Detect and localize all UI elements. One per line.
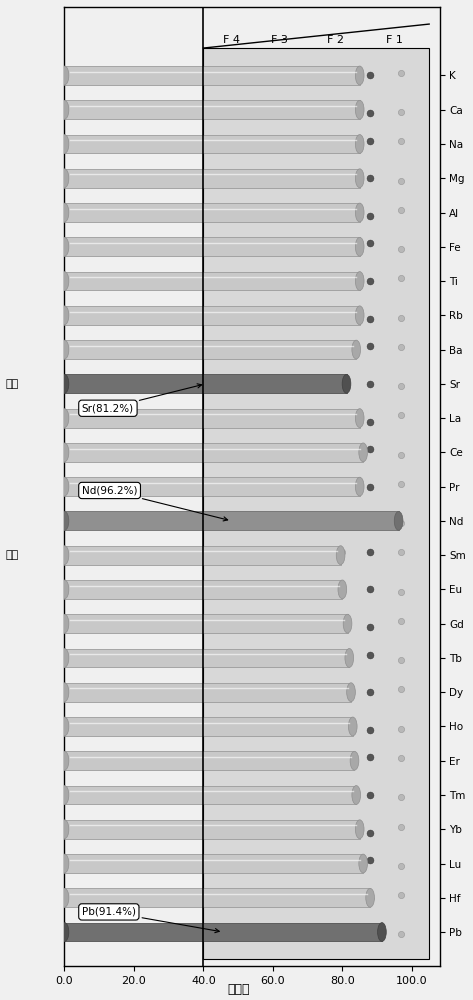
Ellipse shape bbox=[60, 443, 69, 462]
Ellipse shape bbox=[355, 203, 364, 222]
Ellipse shape bbox=[60, 340, 69, 359]
Text: F 1: F 1 bbox=[386, 35, 403, 45]
Ellipse shape bbox=[355, 135, 364, 153]
Ellipse shape bbox=[60, 237, 69, 256]
Bar bbox=[64, 135, 359, 153]
Ellipse shape bbox=[359, 854, 368, 873]
Ellipse shape bbox=[355, 820, 364, 839]
Ellipse shape bbox=[60, 374, 69, 393]
Bar bbox=[64, 272, 359, 290]
Bar bbox=[64, 306, 359, 325]
Bar bbox=[64, 169, 359, 188]
Bar bbox=[64, 751, 354, 770]
Bar bbox=[64, 203, 359, 222]
Text: 分划: 分划 bbox=[6, 379, 19, 389]
Text: Sr(81.2%): Sr(81.2%) bbox=[82, 384, 201, 413]
Ellipse shape bbox=[355, 66, 364, 85]
Ellipse shape bbox=[349, 717, 357, 736]
Bar bbox=[203, 48, 429, 959]
Ellipse shape bbox=[355, 169, 364, 188]
Ellipse shape bbox=[355, 306, 364, 325]
Ellipse shape bbox=[359, 443, 368, 462]
Bar bbox=[64, 237, 359, 256]
Ellipse shape bbox=[60, 580, 69, 599]
Ellipse shape bbox=[350, 751, 359, 770]
Ellipse shape bbox=[355, 100, 364, 119]
Bar bbox=[64, 443, 363, 462]
Ellipse shape bbox=[345, 649, 354, 667]
Ellipse shape bbox=[60, 888, 69, 907]
Text: F 2: F 2 bbox=[327, 35, 344, 45]
Ellipse shape bbox=[60, 272, 69, 290]
Bar bbox=[64, 786, 356, 804]
Ellipse shape bbox=[60, 649, 69, 667]
Bar bbox=[64, 100, 359, 119]
Text: Pb(91.4%): Pb(91.4%) bbox=[82, 907, 219, 933]
Ellipse shape bbox=[60, 169, 69, 188]
Bar bbox=[64, 923, 382, 941]
Text: 元素: 元素 bbox=[6, 550, 19, 560]
Ellipse shape bbox=[60, 717, 69, 736]
Ellipse shape bbox=[60, 409, 69, 428]
Ellipse shape bbox=[60, 854, 69, 873]
Bar bbox=[64, 580, 342, 599]
Ellipse shape bbox=[343, 614, 352, 633]
Bar bbox=[64, 717, 353, 736]
Ellipse shape bbox=[60, 135, 69, 153]
Ellipse shape bbox=[336, 546, 345, 565]
Ellipse shape bbox=[366, 888, 375, 907]
Ellipse shape bbox=[60, 66, 69, 85]
Text: Nd(96.2%): Nd(96.2%) bbox=[82, 485, 228, 521]
Ellipse shape bbox=[355, 237, 364, 256]
Text: F 3: F 3 bbox=[272, 35, 288, 45]
Ellipse shape bbox=[60, 306, 69, 325]
Ellipse shape bbox=[60, 100, 69, 119]
Bar bbox=[64, 546, 341, 565]
Bar bbox=[64, 888, 370, 907]
Ellipse shape bbox=[377, 923, 386, 941]
Ellipse shape bbox=[60, 820, 69, 839]
Ellipse shape bbox=[60, 546, 69, 565]
Ellipse shape bbox=[347, 683, 355, 702]
Ellipse shape bbox=[60, 477, 69, 496]
Bar bbox=[64, 409, 359, 428]
Bar bbox=[64, 614, 348, 633]
Text: 回收率: 回收率 bbox=[227, 983, 249, 996]
Ellipse shape bbox=[342, 374, 351, 393]
Bar bbox=[64, 649, 349, 667]
Ellipse shape bbox=[338, 580, 347, 599]
Bar bbox=[64, 820, 359, 839]
Ellipse shape bbox=[60, 203, 69, 222]
Ellipse shape bbox=[394, 511, 403, 530]
Bar bbox=[64, 374, 347, 393]
Ellipse shape bbox=[60, 786, 69, 804]
Bar bbox=[64, 854, 363, 873]
Bar bbox=[64, 66, 359, 85]
Ellipse shape bbox=[352, 340, 360, 359]
Ellipse shape bbox=[60, 614, 69, 633]
Ellipse shape bbox=[352, 786, 360, 804]
Bar bbox=[64, 683, 351, 702]
Ellipse shape bbox=[60, 511, 69, 530]
Ellipse shape bbox=[355, 409, 364, 428]
Ellipse shape bbox=[355, 272, 364, 290]
Ellipse shape bbox=[355, 477, 364, 496]
Ellipse shape bbox=[60, 683, 69, 702]
Bar bbox=[64, 477, 359, 496]
Bar bbox=[64, 340, 356, 359]
Text: F 4: F 4 bbox=[223, 35, 240, 45]
Ellipse shape bbox=[60, 751, 69, 770]
Bar bbox=[64, 511, 399, 530]
Ellipse shape bbox=[60, 923, 69, 941]
